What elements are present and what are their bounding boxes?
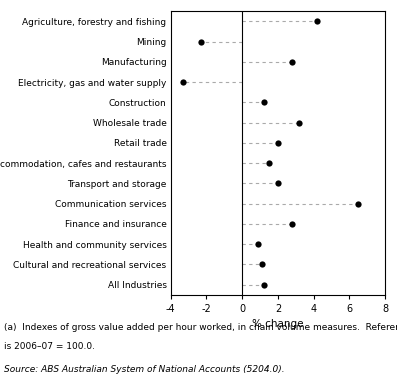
X-axis label: % change: % change bbox=[252, 319, 304, 329]
Text: Source: ABS Australian System of National Accounts (5204.0).: Source: ABS Australian System of Nationa… bbox=[4, 365, 285, 374]
Text: (a)  Indexes of gross value added per hour worked, in chain volume measures.  Re: (a) Indexes of gross value added per hou… bbox=[4, 323, 397, 332]
Text: is 2006–07 = 100.0.: is 2006–07 = 100.0. bbox=[4, 342, 95, 351]
